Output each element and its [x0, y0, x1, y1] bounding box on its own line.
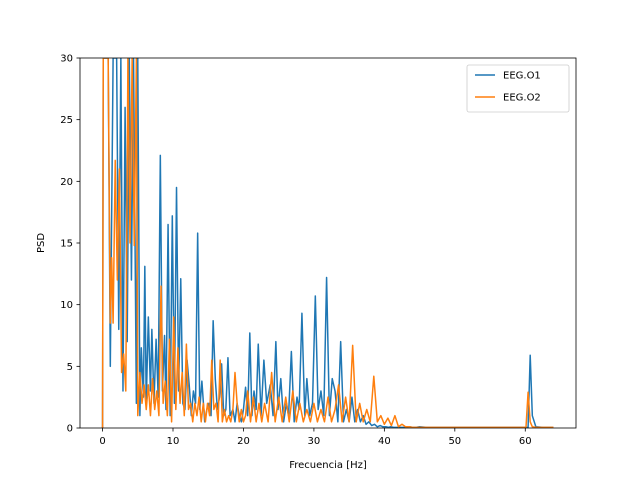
x-tick-label: 10 [167, 436, 180, 447]
series-layer [101, 58, 554, 428]
x-tick-label: 20 [237, 436, 250, 447]
legend-label: EEG.O2 [503, 93, 541, 104]
y-tick-label: 15 [60, 239, 73, 250]
y-tick-label: 20 [60, 177, 73, 188]
y-axis-title: PSD [36, 233, 47, 253]
y-tick-label: 25 [60, 115, 73, 126]
x-tick-label: 40 [378, 436, 391, 447]
x-tick-label: 50 [448, 436, 461, 447]
x-axis: 0 10 20 30 40 50 60 [99, 428, 532, 447]
y-tick-label: 0 [67, 424, 73, 435]
y-tick-label: 5 [67, 362, 73, 373]
legend: EEG.O1 EEG.O2 [466, 64, 570, 113]
series-line-eeg-o2 [101, 58, 554, 428]
series-line-eeg-o1 [101, 58, 554, 428]
legend-label: EEG.O1 [503, 71, 541, 82]
y-tick-label: 10 [60, 300, 73, 311]
legend-box [466, 64, 570, 113]
x-tick-label: 0 [99, 436, 105, 447]
x-axis-title: Frecuencia [Hz] [289, 460, 367, 471]
y-tick-label: 30 [60, 54, 73, 65]
x-tick-label: 30 [308, 436, 321, 447]
y-axis: 0 5 10 15 20 25 30 [60, 54, 80, 435]
x-tick-label: 60 [519, 436, 532, 447]
